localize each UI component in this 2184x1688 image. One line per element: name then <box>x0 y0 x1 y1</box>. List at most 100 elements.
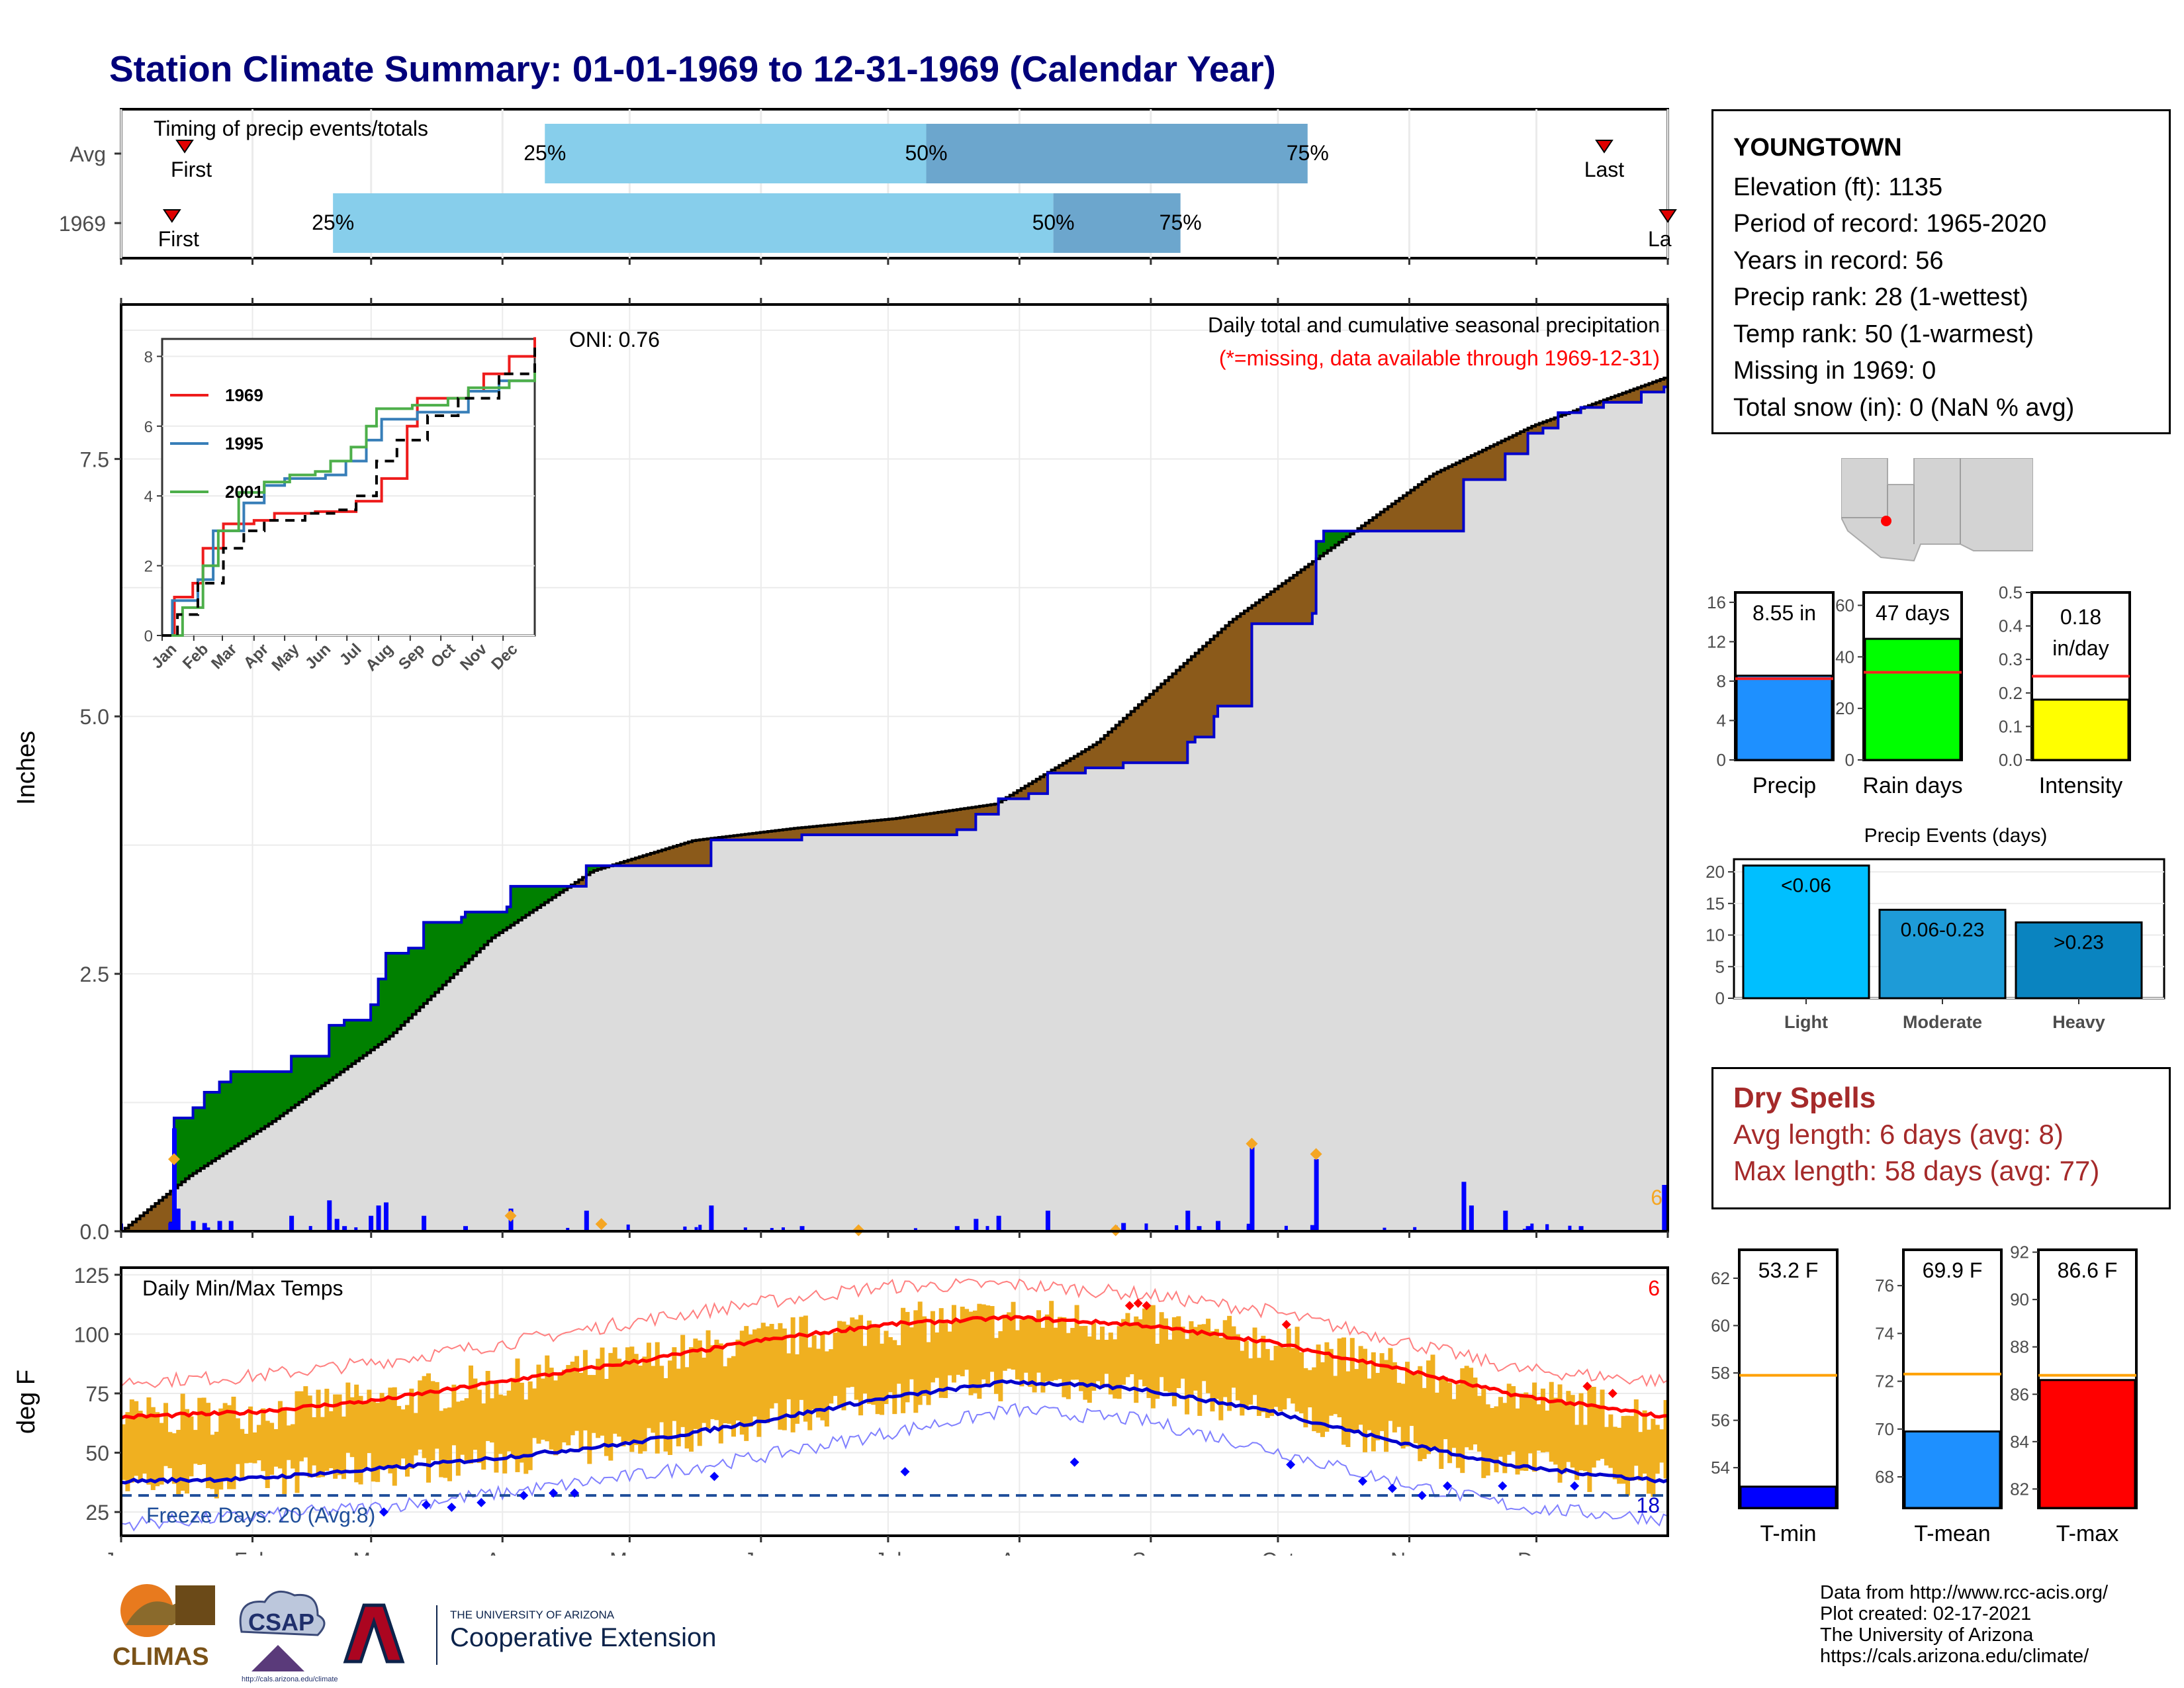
temp-daily-bar <box>1269 1360 1275 1417</box>
station-precip-rank: Precip rank: 28 (1-wettest) <box>1733 283 2028 311</box>
temp-daily-bar <box>1511 1386 1516 1452</box>
temp-daily-bar <box>1277 1343 1283 1412</box>
temp-daily-bar <box>1642 1410 1647 1474</box>
precip-ytick-label: 7.5 <box>80 447 109 471</box>
temp-daily-bar <box>688 1347 694 1452</box>
temp-daily-bar <box>443 1408 448 1478</box>
precip-daily-bar <box>1578 1226 1584 1231</box>
events-ytick-label: 0 <box>1715 988 1725 1008</box>
temp-daily-bar <box>998 1331 1003 1401</box>
precip-cum-line <box>121 351 1669 1233</box>
temp-month-label: Oct <box>1261 1548 1295 1556</box>
temp-daily-bar <box>718 1343 723 1444</box>
timing-chart: Avg 25% 50% 75% First Last 1969 25% 50% 75% First L… <box>59 108 1677 265</box>
temp-daily-bar <box>892 1340 897 1415</box>
temp-daily-bar <box>409 1388 414 1469</box>
summary-panel-label: Intensity <box>2039 773 2123 798</box>
summary-ytick-label: 90 <box>2010 1289 2029 1309</box>
timing-bar-25-50 <box>333 193 1054 253</box>
temp-low-marker <box>549 1488 559 1498</box>
temp-daily-bar <box>1167 1339 1173 1393</box>
precip-daily-bar <box>217 1221 222 1231</box>
temp-daily-bar <box>1227 1315 1232 1411</box>
temp-daily-bar <box>1007 1312 1012 1369</box>
temp-daily-bar <box>511 1378 516 1458</box>
temp-daily-bar <box>578 1372 584 1450</box>
temp-daily-bar <box>922 1316 927 1396</box>
temp-daily-bar <box>540 1378 545 1440</box>
temp-daily-bar <box>1028 1317 1033 1387</box>
temp-ytick-label: 100 <box>74 1323 109 1346</box>
summary-panel-label: Precip <box>1752 773 1816 798</box>
temp-daily-bar <box>1240 1350 1245 1416</box>
temp-daily-bar <box>1062 1317 1067 1397</box>
temp-daily-bar <box>561 1370 567 1442</box>
temp-daily-bar <box>1469 1368 1474 1450</box>
ua-logo: THE UNIVERSITY OF ARIZONA Cooperative Ex… <box>343 1603 716 1665</box>
temp-daily-bar <box>642 1356 647 1452</box>
precip-corner-label: 6 <box>1651 1186 1662 1209</box>
precip-daily-bar <box>1121 1223 1126 1231</box>
dry-spells-max: Max length: 58 days (avg: 77) <box>1733 1155 2100 1186</box>
temp-daily-bar <box>680 1335 686 1427</box>
precip-daily-bar <box>770 1228 774 1231</box>
temp-daily-bar <box>1439 1377 1444 1470</box>
temp-daily-bar <box>506 1390 512 1452</box>
summary-panel-label: T-mean <box>1914 1521 1990 1542</box>
temp-daily-bar <box>1298 1352 1304 1414</box>
temp-daily-bar <box>1490 1407 1495 1460</box>
temp-daily-bar <box>709 1345 715 1419</box>
precip-marker <box>167 1153 180 1166</box>
footer-line4: https://cals.arizona.edu/climate/ <box>1820 1646 2089 1667</box>
temp-daily-bar <box>782 1328 787 1430</box>
temp-daily-bar <box>1189 1321 1194 1397</box>
precip-daily-bar <box>974 1219 979 1231</box>
temp-daily-bar <box>1621 1416 1626 1484</box>
events-ytick-label: 10 <box>1706 925 1725 945</box>
temp-daily-bar <box>1079 1326 1084 1391</box>
temp-daily-bar <box>490 1398 495 1443</box>
temp-month-label: Dec <box>1518 1548 1555 1556</box>
temp-daily-bar <box>553 1380 559 1456</box>
temp-daily-bar <box>1379 1353 1385 1431</box>
events-ytick-label: 20 <box>1706 862 1725 882</box>
temp-daily-bar <box>1625 1415 1630 1496</box>
temp-daily-bar <box>1363 1348 1368 1452</box>
temp-month-label: Mar <box>353 1548 389 1556</box>
precip-daily-bar <box>694 1227 698 1231</box>
events-title: Precip Events (days) <box>1864 825 2048 847</box>
precip-daily-bar <box>996 1215 1001 1231</box>
temp-daily-bar <box>261 1408 266 1472</box>
temp-daily-bar <box>1210 1331 1215 1412</box>
temp-daily-bar <box>295 1391 300 1493</box>
summary-ytick-label: 16 <box>1707 592 1726 612</box>
temp-daily-bar <box>985 1305 991 1386</box>
temp-daily-bar <box>1655 1425 1660 1474</box>
temp-daily-bar <box>1345 1371 1351 1448</box>
temp-daily-bar <box>1252 1327 1257 1395</box>
precip-daily-bar <box>342 1226 347 1231</box>
temp-daily-bar <box>1291 1348 1296 1404</box>
timing-row-label: Avg <box>69 142 106 166</box>
temp-daily-bar <box>1617 1427 1622 1484</box>
temp-daily-bar <box>1206 1319 1211 1393</box>
temp-daily-bar <box>1388 1348 1393 1421</box>
temp-daily-bar <box>1464 1366 1469 1448</box>
temp-low-marker <box>570 1488 580 1498</box>
summary-ytick-label: 0.2 <box>1999 683 2023 703</box>
inset-series-line <box>162 372 536 637</box>
temp-daily-bar <box>1201 1324 1206 1382</box>
timing-bar-25-50 <box>545 124 927 183</box>
timing-label-25: 25% <box>312 211 354 234</box>
temp-daily-bar <box>303 1386 308 1458</box>
temp-daily-bar <box>171 1433 177 1484</box>
summary-ytick-label: 0.0 <box>1999 750 2023 770</box>
precip-daily-bar <box>954 1226 960 1231</box>
precip-daily-bar <box>683 1226 687 1231</box>
climas-logo: CLIMAS <box>113 1584 215 1671</box>
temp-daily-bar <box>1011 1301 1016 1370</box>
summary-bar <box>1735 675 1833 761</box>
temp-daily-bar <box>820 1333 825 1421</box>
temp-daily-bar <box>1494 1406 1499 1473</box>
timing-first-label: First <box>158 227 199 251</box>
